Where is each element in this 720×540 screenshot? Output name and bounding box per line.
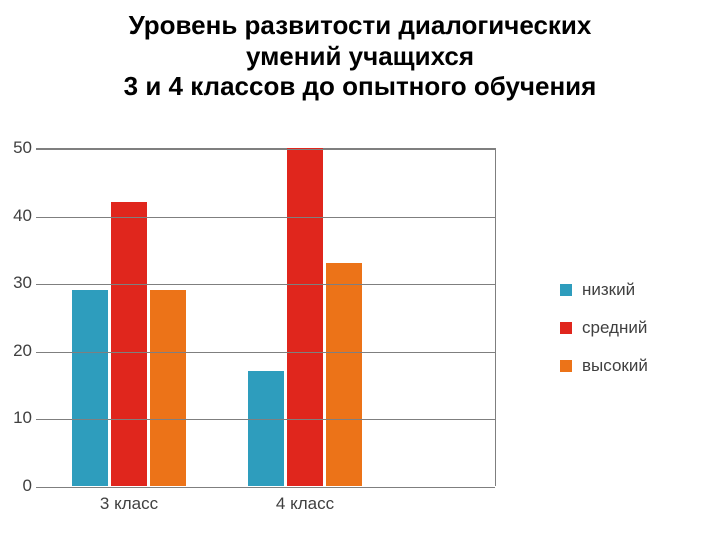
gridline: [36, 419, 495, 420]
gridline: [36, 352, 495, 353]
title-line: 3 и 4 классов до опытного обучения: [124, 71, 597, 101]
legend-item: высокий: [560, 356, 710, 376]
bar: [150, 290, 186, 486]
y-tick-label: 20: [0, 341, 32, 361]
bar: [287, 148, 323, 486]
bars-layer: [36, 149, 495, 486]
legend-swatch: [560, 360, 572, 372]
legend-item: низкий: [560, 280, 710, 300]
legend-label: средний: [582, 318, 647, 338]
legend-item: средний: [560, 318, 710, 338]
x-tick-label: 3 класс: [100, 494, 158, 514]
legend-swatch: [560, 322, 572, 334]
title-line: умений учащихся: [246, 41, 474, 71]
plot-area: [36, 148, 496, 486]
title-line: Уровень развитости диалогических: [129, 10, 592, 40]
legend-label: низкий: [582, 280, 635, 300]
bar: [72, 290, 108, 486]
y-tick-label: 10: [0, 408, 32, 428]
y-tick-label: 40: [0, 206, 32, 226]
x-axis-labels: 3 класс 4 класс: [36, 494, 496, 518]
gridline: [36, 217, 495, 218]
gridline: [36, 487, 495, 488]
bar: [111, 202, 147, 486]
chart-title: Уровень развитости диалогическихумений у…: [0, 10, 720, 102]
legend-label: высокий: [582, 356, 648, 376]
chart-frame: Уровень развитости диалогическихумений у…: [0, 0, 720, 540]
gridline: [36, 284, 495, 285]
legend: низкий средний высокий: [560, 280, 710, 394]
gridline: [36, 149, 495, 150]
x-tick-label: 4 класс: [276, 494, 334, 514]
y-tick-label: 50: [0, 138, 32, 158]
y-tick-label: 0: [0, 476, 32, 496]
y-tick-label: 30: [0, 273, 32, 293]
bar: [248, 371, 284, 486]
bar: [326, 263, 362, 486]
legend-swatch: [560, 284, 572, 296]
